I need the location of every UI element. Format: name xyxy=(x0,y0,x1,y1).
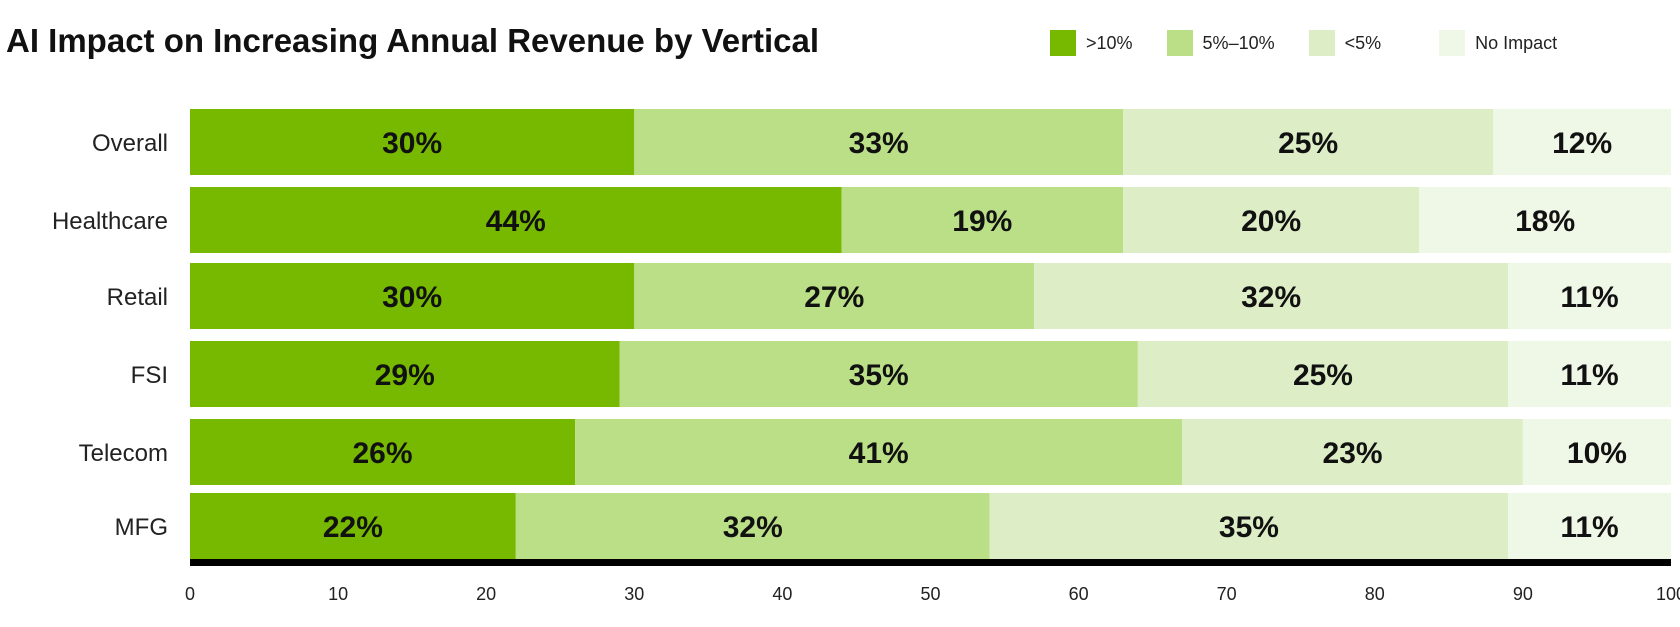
data-label: 11% xyxy=(1560,511,1618,544)
bar-segment xyxy=(634,263,1035,329)
x-tick-label: 100 xyxy=(1656,584,1680,604)
category-label: Overall xyxy=(92,130,168,157)
data-label: 19% xyxy=(952,205,1012,238)
data-label: 32% xyxy=(723,511,783,544)
data-label: 18% xyxy=(1515,205,1575,238)
bar-segment xyxy=(989,493,1509,559)
data-label: 20% xyxy=(1241,205,1301,238)
bar-segment xyxy=(841,187,1124,253)
category-label: MFG xyxy=(115,514,168,541)
category-label: Retail xyxy=(107,284,168,311)
data-label: 26% xyxy=(353,437,413,470)
legend-label: 5%–10% xyxy=(1202,32,1275,53)
x-tick-label: 60 xyxy=(1069,584,1089,604)
bar-segment xyxy=(1508,263,1671,329)
legend-label: >10% xyxy=(1086,32,1133,53)
data-label: 35% xyxy=(1219,511,1279,544)
bar-segment xyxy=(190,109,635,175)
bar-segment xyxy=(1034,263,1509,329)
bar-segment xyxy=(1522,419,1671,485)
legend-item: 5%–10% xyxy=(1166,30,1275,56)
data-label: 30% xyxy=(382,127,442,160)
legend-swatch xyxy=(1166,30,1193,56)
x-tick-label: 40 xyxy=(772,584,792,604)
data-label: 44% xyxy=(486,205,546,238)
data-label: 35% xyxy=(849,359,909,392)
bar-segment xyxy=(1508,493,1671,559)
legend-swatch xyxy=(1308,30,1335,56)
data-label: 11% xyxy=(1560,281,1618,314)
bar-segment xyxy=(190,263,635,329)
category-label: FSI xyxy=(131,362,168,389)
x-tick-label: 50 xyxy=(920,584,940,604)
bar-segment xyxy=(619,341,1138,407)
data-label: 29% xyxy=(375,359,435,392)
data-label: 41% xyxy=(849,437,909,470)
data-label: 23% xyxy=(1323,437,1383,470)
legend-swatch xyxy=(1050,30,1076,56)
data-label: 25% xyxy=(1278,127,1338,160)
bar-segment xyxy=(190,341,620,407)
data-label: 32% xyxy=(1241,281,1301,314)
bar-segment xyxy=(1123,109,1494,175)
data-label: 27% xyxy=(804,281,864,314)
legend-item: No Impact xyxy=(1439,30,1557,56)
category-label: Healthcare xyxy=(52,208,168,235)
legend-label: No Impact xyxy=(1475,32,1558,53)
data-label: 33% xyxy=(849,127,909,160)
bar-segment xyxy=(515,493,990,559)
x-tick-label: 0 xyxy=(185,584,195,604)
x-tick-label: 70 xyxy=(1217,584,1237,604)
data-label: 11% xyxy=(1560,359,1618,392)
bar-segment xyxy=(1137,341,1509,407)
bar-segment xyxy=(575,419,1183,485)
category-label: Telecom xyxy=(79,440,168,467)
data-label: 12% xyxy=(1552,127,1612,160)
x-tick-label: 10 xyxy=(328,584,348,604)
legend-label: <5% xyxy=(1344,32,1382,53)
data-label: 10% xyxy=(1567,437,1627,470)
bar-segment xyxy=(190,187,842,253)
bar-segment xyxy=(1123,187,1420,253)
legend-swatch xyxy=(1439,30,1466,56)
data-label: 25% xyxy=(1293,359,1353,392)
bar-segment xyxy=(1508,341,1671,407)
x-tick-label: 20 xyxy=(476,584,496,604)
chart-title: AI Impact on Increasing Annual Revenue b… xyxy=(6,22,820,59)
data-label: 30% xyxy=(382,281,442,314)
data-label: 22% xyxy=(323,511,383,544)
bar-segment xyxy=(190,493,516,559)
bar-segment xyxy=(1493,109,1671,175)
x-tick-label: 30 xyxy=(624,584,644,604)
legend-item: <5% xyxy=(1308,30,1382,56)
bar-segment xyxy=(1419,187,1671,253)
bar-segment xyxy=(634,109,1124,175)
bar-segment xyxy=(190,419,576,485)
legend-item: >10% xyxy=(1050,30,1133,56)
bar-segment xyxy=(1182,419,1523,485)
legend: >10% 5%–10% <5% No Impact xyxy=(1050,30,1591,56)
x-axis-line xyxy=(190,559,1671,566)
x-tick-label: 90 xyxy=(1513,584,1533,604)
x-tick-label: 80 xyxy=(1365,584,1385,604)
